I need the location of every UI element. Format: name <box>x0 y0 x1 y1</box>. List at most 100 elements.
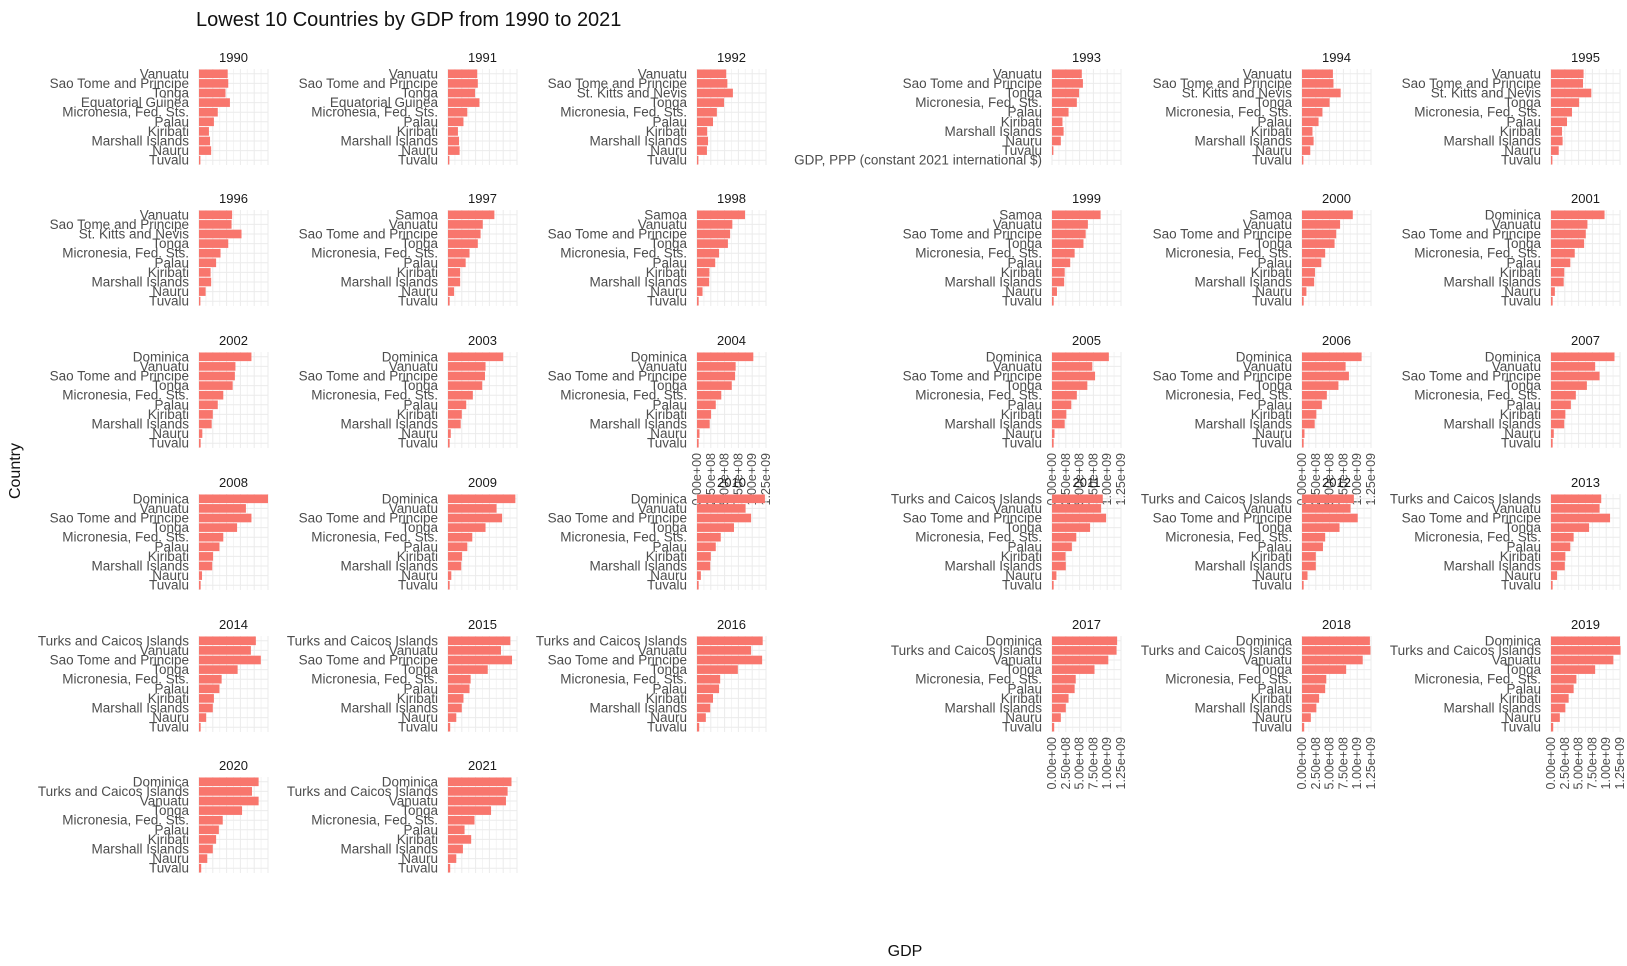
x-tick-label: 2.50e+08 <box>1059 453 1073 506</box>
category-label: Tuvalu <box>647 578 687 593</box>
bar <box>1551 287 1555 296</box>
bar <box>1302 136 1314 146</box>
bar <box>1551 429 1554 438</box>
x-tick-label: 7.50e+08 <box>1086 453 1100 506</box>
category-label: Marshall Islands <box>1194 417 1292 432</box>
bar <box>1302 381 1339 390</box>
category-label: Nauru <box>1504 710 1541 725</box>
category-label: Tuvalu <box>1501 294 1541 309</box>
category-label: Vanuatu <box>389 66 438 81</box>
category-label: Micronesia, Fed. Sts. <box>915 530 1042 545</box>
category-label: Vanuatu <box>140 66 189 81</box>
category-label: Nauru <box>1005 426 1042 441</box>
bar <box>1302 504 1351 513</box>
category-label: Vanuatu <box>1243 66 1292 81</box>
category-label: St. Kitts and Nevis <box>1182 86 1293 101</box>
bar <box>448 239 478 248</box>
bar <box>199 429 203 438</box>
bar <box>1302 542 1323 552</box>
bar <box>1052 646 1117 655</box>
category-label: Palau <box>1007 255 1042 270</box>
bar <box>1551 146 1559 155</box>
bar <box>1302 287 1307 296</box>
category-label: Vanuatu <box>1492 359 1541 374</box>
category-label: Kiribati <box>646 265 687 280</box>
category-label: Kiribati <box>397 549 438 564</box>
category-label: Tonga <box>1504 95 1541 110</box>
bar <box>697 229 731 239</box>
category-label: Nauru <box>1005 134 1042 149</box>
category-label: Marshall Islands <box>1194 559 1292 574</box>
bar <box>448 504 497 513</box>
bar <box>448 513 503 523</box>
bar <box>1052 410 1067 419</box>
category-label: Tuvalu <box>1252 578 1292 593</box>
bar <box>1052 127 1064 136</box>
bar <box>448 155 450 165</box>
category-label: Kiribati <box>646 407 687 422</box>
bar <box>1052 98 1077 107</box>
category-label: Tuvalu <box>149 294 189 309</box>
category-label: Kiribati <box>1500 124 1541 139</box>
bar <box>199 136 211 146</box>
bar <box>697 371 736 381</box>
bar <box>1052 438 1054 448</box>
bar <box>1052 220 1088 229</box>
bar <box>1052 580 1054 590</box>
bar <box>1302 296 1304 306</box>
category-label: Vanuatu <box>993 359 1042 374</box>
category-label: Kiribati <box>646 691 687 706</box>
category-label: Tonga <box>1005 236 1042 251</box>
bar <box>1302 258 1322 268</box>
bar <box>1052 429 1055 438</box>
facet-strip-label: 2005 <box>1072 333 1101 348</box>
category-label: Tonga <box>650 662 687 677</box>
category-label: Tonga <box>1504 662 1541 677</box>
category-label: Marshall Islands <box>944 124 1042 139</box>
category-label: Tonga <box>152 803 189 818</box>
category-label: Marshall Islands <box>1443 134 1541 149</box>
bar <box>1052 352 1109 362</box>
bar <box>1052 277 1065 287</box>
category-label: Tonga <box>401 803 438 818</box>
category-label: Nauru <box>1504 568 1541 583</box>
category-label: St. Kitts and Nevis <box>577 86 688 101</box>
bar <box>199 523 238 532</box>
category-label: Dominica <box>1485 207 1542 222</box>
category-label: Kiribati <box>397 265 438 280</box>
category-label: Kiribati <box>397 832 438 847</box>
category-label: Micronesia, Fed. Sts. <box>915 672 1042 687</box>
category-label: Micronesia, Fed. Sts. <box>560 388 687 403</box>
bar <box>448 419 461 429</box>
category-label: Micronesia, Fed. Sts. <box>1165 105 1292 120</box>
category-label: Palau <box>1257 539 1292 554</box>
x-tick-label: 1.00e+09 <box>1100 453 1114 506</box>
category-label: Micronesia, Fed. Sts. <box>1165 672 1292 687</box>
bar <box>199 88 226 98</box>
bar <box>448 107 468 117</box>
panel-grid <box>696 494 767 590</box>
category-label: Dominica <box>133 774 190 789</box>
x-tick-label: 0.00e+00 <box>1045 737 1059 790</box>
bar <box>448 863 451 873</box>
bar <box>1551 127 1563 136</box>
bar <box>1551 371 1600 381</box>
bar <box>199 684 220 694</box>
category-label: Nauru <box>1504 143 1541 158</box>
facet-strip-label: 2015 <box>468 617 497 632</box>
category-label: Vanuatu <box>1243 217 1292 232</box>
bar <box>697 127 708 136</box>
category-label: Tonga <box>650 95 687 110</box>
bar <box>1302 107 1323 117</box>
bar <box>1302 239 1335 248</box>
bar <box>697 268 710 277</box>
bar <box>1052 400 1072 410</box>
category-label: Sao Tome and Principe <box>1402 511 1541 526</box>
category-label: Vanuatu <box>389 217 438 232</box>
bar <box>1551 98 1580 107</box>
